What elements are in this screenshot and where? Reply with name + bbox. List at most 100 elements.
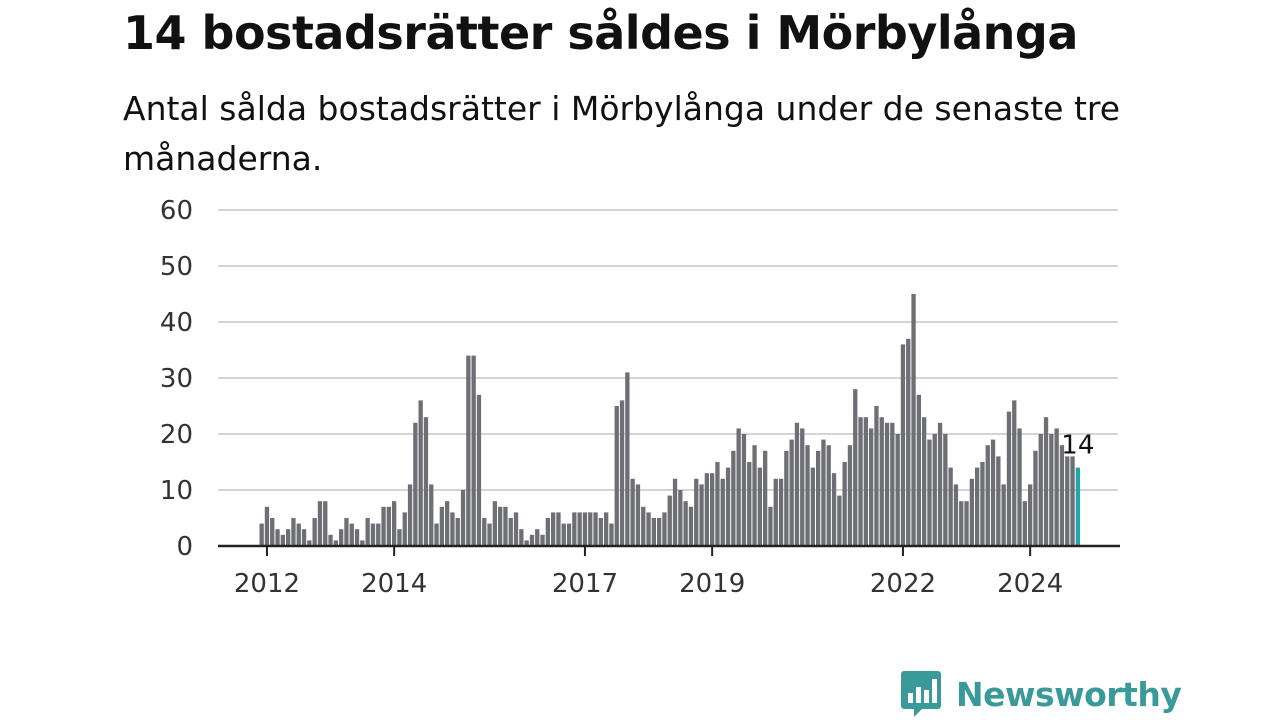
bar bbox=[487, 523, 492, 546]
bar bbox=[1017, 428, 1022, 546]
bar bbox=[763, 450, 768, 546]
bar bbox=[784, 450, 789, 546]
x-tick-label: 2014 bbox=[361, 569, 427, 599]
bar bbox=[879, 417, 884, 546]
chart-title: 14 bostadsrätter såldes i Mörbylånga bbox=[123, 6, 1078, 60]
bar bbox=[789, 439, 794, 546]
bar bbox=[916, 394, 921, 546]
chart-subtitle: Antal sålda bostadsrätter i Mörbylånga u… bbox=[123, 89, 1121, 178]
bar bbox=[847, 445, 853, 546]
bar-chart-speech-bubble-icon bbox=[901, 671, 941, 717]
bar bbox=[423, 417, 429, 546]
bar bbox=[519, 529, 524, 546]
bar bbox=[773, 478, 778, 546]
bar bbox=[434, 523, 439, 546]
bar bbox=[699, 484, 704, 546]
y-tick-label: 40 bbox=[160, 308, 193, 338]
bar bbox=[874, 406, 879, 546]
y-tick-label: 20 bbox=[160, 420, 193, 450]
bar bbox=[376, 523, 381, 546]
bar bbox=[1012, 400, 1017, 546]
bar bbox=[710, 473, 715, 546]
bar bbox=[657, 518, 662, 546]
bar bbox=[609, 523, 614, 546]
bar bbox=[816, 450, 821, 546]
bar bbox=[736, 428, 741, 546]
bar bbox=[577, 512, 582, 546]
bar bbox=[1038, 434, 1043, 546]
data-labels: 14 bbox=[1061, 431, 1094, 461]
bar bbox=[837, 495, 842, 546]
bar bbox=[286, 529, 291, 546]
x-tick-label: 2019 bbox=[679, 569, 745, 599]
bar bbox=[370, 523, 376, 546]
bar bbox=[471, 355, 476, 546]
bar bbox=[667, 495, 672, 546]
bar bbox=[1043, 417, 1049, 546]
bar bbox=[360, 540, 365, 546]
bar bbox=[688, 506, 694, 546]
bar bbox=[466, 355, 471, 546]
bar bbox=[884, 422, 890, 546]
y-tick-label: 30 bbox=[160, 364, 193, 394]
bar bbox=[842, 462, 847, 546]
x-tick-label: 2017 bbox=[552, 569, 618, 599]
bar bbox=[1028, 484, 1033, 546]
bar bbox=[869, 428, 874, 546]
bar bbox=[588, 512, 593, 546]
bar bbox=[529, 534, 535, 546]
bar bbox=[741, 434, 747, 546]
bar bbox=[604, 512, 609, 546]
bar bbox=[927, 439, 932, 546]
bar bbox=[349, 523, 354, 546]
bar bbox=[1033, 450, 1038, 546]
bar bbox=[906, 338, 911, 546]
bar bbox=[757, 467, 762, 546]
bar bbox=[794, 422, 800, 546]
bar bbox=[635, 484, 641, 546]
bar bbox=[572, 512, 577, 546]
bar bbox=[545, 518, 550, 546]
bar bbox=[890, 422, 895, 546]
gridlines bbox=[218, 209, 1118, 491]
bar bbox=[381, 506, 386, 546]
bar bbox=[752, 445, 757, 546]
bar bbox=[386, 506, 391, 546]
bar bbox=[720, 478, 725, 546]
bar bbox=[259, 523, 264, 546]
bar bbox=[831, 473, 837, 546]
bar bbox=[662, 512, 667, 546]
newsworthy-logo: Newsworthy bbox=[900, 668, 1182, 720]
bar bbox=[821, 439, 826, 546]
bar bbox=[630, 478, 635, 546]
bar bbox=[863, 417, 868, 546]
bar bbox=[582, 512, 588, 546]
bar bbox=[524, 540, 529, 546]
bar bbox=[407, 484, 413, 546]
bar bbox=[492, 501, 497, 546]
bar bbox=[392, 501, 397, 546]
bar bbox=[911, 294, 916, 546]
bar bbox=[985, 445, 990, 546]
bar bbox=[323, 501, 328, 546]
bar bbox=[445, 501, 450, 546]
bar bbox=[593, 512, 598, 546]
bar bbox=[932, 434, 937, 546]
bar bbox=[980, 462, 985, 546]
bar bbox=[694, 478, 699, 546]
bar bbox=[561, 523, 566, 546]
bar bbox=[964, 501, 969, 546]
y-tick-label: 10 bbox=[160, 476, 193, 506]
x-axis-ticks: 2012 2014 2017 2019 2022 2024 bbox=[234, 546, 1063, 599]
bar bbox=[535, 529, 540, 546]
bar bbox=[328, 534, 333, 546]
bar bbox=[996, 456, 1001, 546]
bar bbox=[1049, 434, 1054, 546]
latest-value-label: 14 bbox=[1061, 431, 1094, 461]
bar-latest bbox=[1075, 467, 1080, 546]
bar bbox=[1065, 456, 1070, 546]
bar bbox=[614, 406, 619, 546]
bar bbox=[990, 439, 996, 546]
bar bbox=[1070, 456, 1075, 546]
bar bbox=[858, 417, 863, 546]
